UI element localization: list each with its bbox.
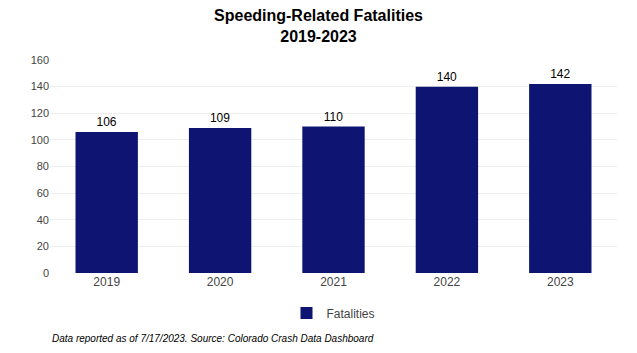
svg-text:2022: 2022	[434, 275, 461, 289]
svg-text:140: 140	[437, 70, 457, 84]
svg-text:0: 0	[43, 267, 49, 279]
svg-text:140: 140	[31, 80, 49, 92]
svg-text:40: 40	[37, 214, 49, 226]
svg-text:2023: 2023	[547, 275, 574, 289]
svg-text:100: 100	[31, 134, 49, 146]
svg-text:160: 160	[31, 54, 49, 66]
svg-text:Fatalities: Fatalities	[327, 307, 375, 321]
svg-text:2019: 2019	[93, 275, 120, 289]
svg-text:Speeding-Related Fatalities201: Speeding-Related Fatalities2019-2023	[214, 7, 423, 45]
svg-text:120: 120	[31, 107, 49, 119]
svg-text:80: 80	[37, 160, 49, 172]
svg-text:60: 60	[37, 187, 49, 199]
svg-text:106: 106	[97, 115, 117, 129]
svg-text:110: 110	[324, 110, 343, 124]
svg-text:109: 109	[210, 111, 230, 125]
svg-text:142: 142	[550, 67, 570, 81]
svg-text:20: 20	[37, 240, 49, 252]
svg-text:2020: 2020	[207, 275, 234, 289]
svg-text:Data reported as of 7/17/2023.: Data reported as of 7/17/2023. Source: C…	[52, 333, 374, 344]
svg-text:2021: 2021	[320, 275, 347, 289]
